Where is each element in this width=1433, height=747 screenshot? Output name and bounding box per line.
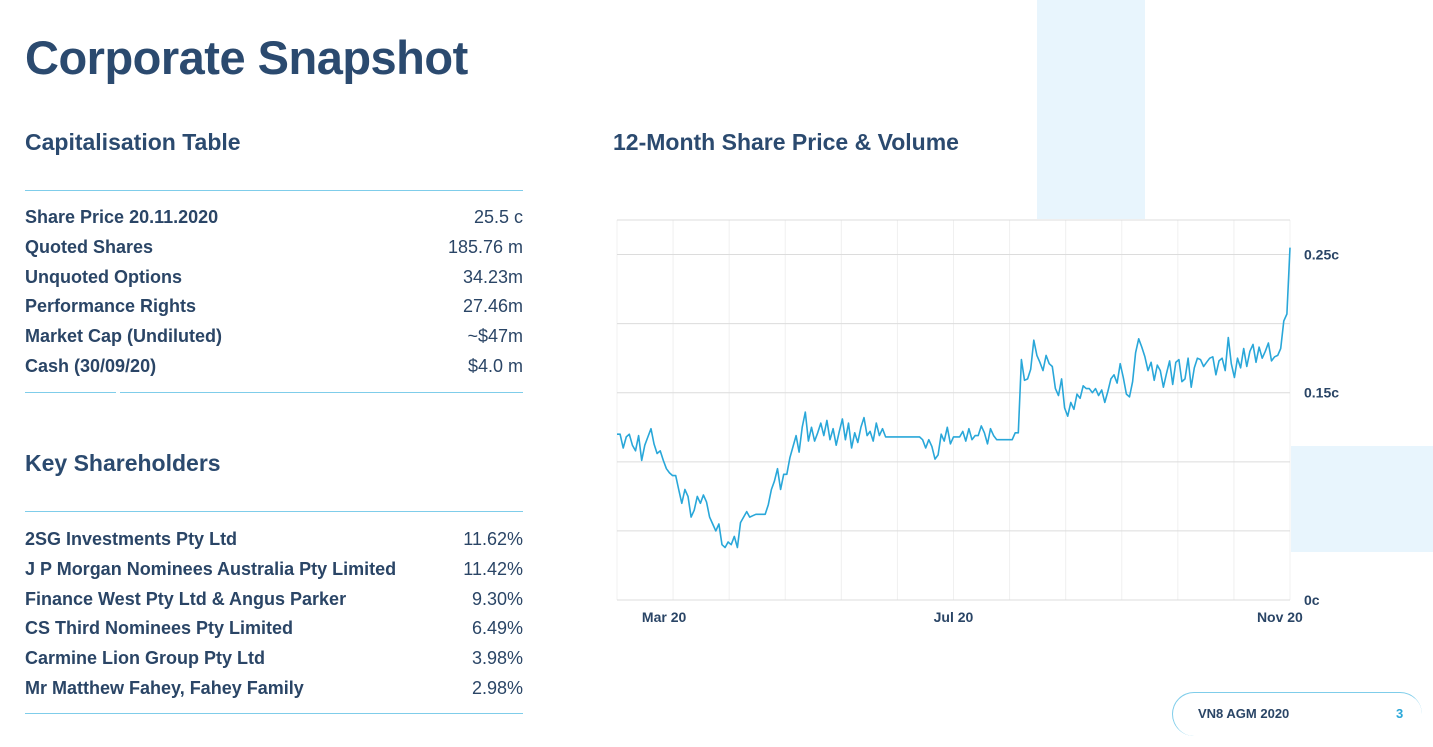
table-row: 2SG Investments Pty Ltd 11.62% [25,525,523,555]
row-value: 25.5 c [473,207,523,228]
row-value: 3.98% [471,648,523,669]
page-title: Corporate Snapshot [25,31,468,84]
row-label: Market Cap (Undiluted) [25,326,223,347]
row-label: Carmine Lion Group Pty Ltd [25,648,266,669]
row-label: Performance Rights [25,296,197,317]
shareholders-title: Key Shareholders [25,450,221,476]
table-row: Share Price 20.11.2020 25.5 c [25,203,523,233]
y-tick-label: 0.25c [1304,247,1339,263]
row-value: 9.30% [471,588,523,609]
x-tick-label: Jul 20 [934,609,974,625]
chart-title: 12-Month Share Price & Volume [613,129,959,155]
table-row: CS Third Nominees Pty Limited 6.49% [25,614,523,644]
row-value: 11.42% [463,559,523,580]
table-row: Finance West Pty Ltd & Angus Parker 9.30% [25,584,523,614]
footer-pill [1172,692,1422,736]
y-tick-label: 0.15c [1304,385,1339,401]
table-row: Mr Matthew Fahey, Fahey Family 2.98% [25,673,523,703]
share-price-series-line [617,247,1291,549]
table-row: Carmine Lion Group Pty Ltd 3.98% [25,644,523,674]
row-label: CS Third Nominees Pty Limited [25,618,294,639]
shareholders-top-rule [25,511,523,512]
capitalisation-title: Capitalisation Table [25,129,241,155]
table-row: Unquoted Options 34.23m [25,262,523,292]
row-label: Cash (30/09/20) [25,355,157,376]
row-label: Mr Matthew Fahey, Fahey Family [25,677,304,698]
row-label: Unquoted Options [25,266,182,287]
row-value: ~$47m [467,326,523,347]
row-label: Share Price 20.11.2020 [25,207,219,228]
x-tick-label: Mar 20 [642,609,687,625]
decorative-block-top [1037,0,1145,219]
decorative-block-right [1291,446,1433,552]
table-row: Cash (30/09/20) $4.0 m [25,351,523,381]
y-tick-label: 0c [1304,592,1320,608]
table-row: Market Cap (Undiluted) ~$47m [25,322,523,352]
row-value: 2.98% [471,677,523,698]
capitalisation-table: Share Price 20.11.2020 25.5 c Quoted Shar… [25,203,523,381]
row-value: 34.23m [462,266,523,287]
table-row: Performance Rights 27.46m [25,292,523,322]
row-value: 6.49% [471,618,523,639]
row-label: Quoted Shares [25,237,154,258]
capitalisation-top-rule [25,190,523,191]
row-value: $4.0 m [467,355,523,376]
row-label: 2SG Investments Pty Ltd [25,529,238,550]
row-value: 11.62% [463,529,523,550]
row-value: 185.76 m [447,237,523,258]
capitalisation-bottom-rule-left [25,392,116,393]
share-price-chart: 0c 0.15c 0.25c Mar 20 Jul 20 Nov 20 [616,219,1339,625]
shareholders-table: 2SG Investments Pty Ltd 11.62% J P Morgan… [25,525,523,703]
shareholders-bottom-rule [25,713,523,714]
row-value: 27.46m [462,296,523,317]
table-row: Quoted Shares 185.76 m [25,233,523,263]
row-label: Finance West Pty Ltd & Angus Parker [25,588,347,609]
capitalisation-bottom-rule-right [120,392,523,393]
row-label: J P Morgan Nominees Australia Pty Limite… [25,559,397,580]
x-tick-label: Nov 20 [1257,609,1303,625]
page-number: 3 [1396,706,1404,721]
table-row: J P Morgan Nominees Australia Pty Limite… [25,555,523,585]
footer-label: VN8 AGM 2020 [1198,706,1290,721]
